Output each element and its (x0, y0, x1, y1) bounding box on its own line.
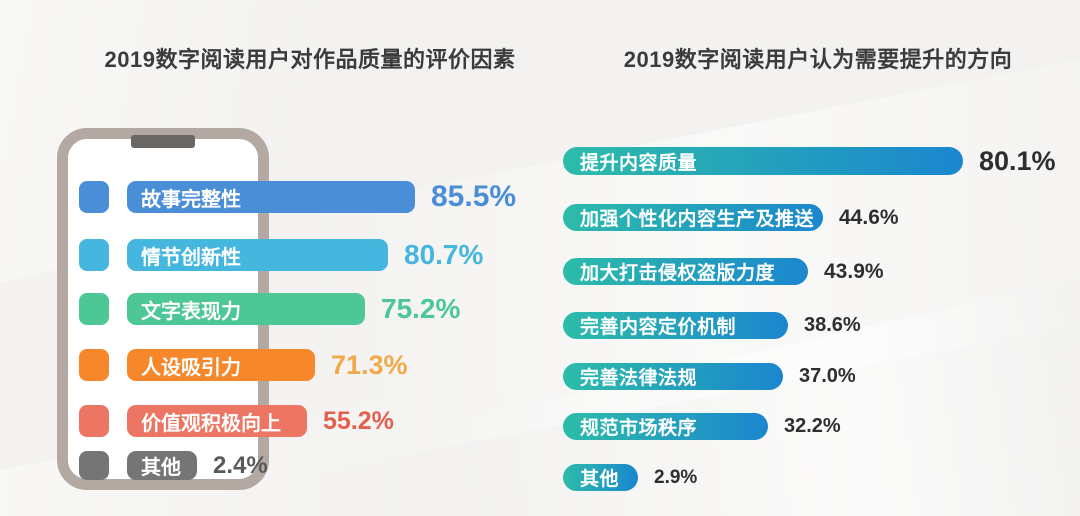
bar-label: 提升内容质量 (580, 152, 698, 174)
bar-row: 规范市场秩序 32.2% (563, 413, 841, 440)
bar-row: 情节创新性 80.7% (79, 239, 483, 271)
bar-row: 人设吸引力 71.3% (79, 349, 408, 381)
category-bar: 完善内容定价机制 (563, 312, 788, 339)
bar-row: 完善法律法规 37.0% (563, 363, 856, 390)
phone-notch-icon (131, 135, 195, 148)
legend-swatch-icon (79, 405, 109, 437)
bar-label: 故事完整性 (141, 188, 241, 211)
bar-row: 价值观积极向上 55.2% (79, 405, 394, 437)
bar-row: 提升内容质量 80.1% (563, 145, 1056, 176)
category-bar: 文字表现力 (127, 293, 365, 325)
category-bar: 人设吸引力 (127, 349, 315, 381)
bar-row: 加大打击侵权盗版力度 43.9% (563, 258, 884, 285)
bar-value: 32.2% (784, 415, 841, 437)
category-bar: 情节创新性 (127, 239, 388, 271)
bar-label: 文字表现力 (141, 300, 241, 323)
bar-label: 完善法律法规 (580, 368, 698, 389)
legend-swatch-icon (79, 451, 109, 480)
category-bar: 其他 (563, 464, 638, 491)
right-chart-title: 2019数字阅读用户认为需要提升的方向 (623, 47, 1013, 72)
category-bar: 价值观积极向上 (127, 405, 307, 437)
left-chart-title: 2019数字阅读用户对作品质量的评价因素 (104, 47, 516, 72)
bar-value: 2.4% (213, 451, 268, 479)
category-bar: 加大打击侵权盗版力度 (563, 258, 808, 285)
bar-label: 完善内容定价机制 (580, 317, 737, 338)
bar-row: 加强个性化内容生产及推送 44.6% (563, 204, 899, 231)
bar-row: 文字表现力 75.2% (79, 293, 460, 325)
bar-label: 情节创新性 (141, 246, 241, 269)
bar-label: 规范市场秩序 (580, 418, 698, 439)
legend-swatch-icon (79, 181, 109, 213)
category-bar: 故事完整性 (127, 181, 415, 213)
bar-row: 其他 2.4% (79, 451, 268, 480)
bar-label: 其他 (141, 457, 181, 479)
category-bar: 加强个性化内容生产及推送 (563, 204, 823, 231)
bar-value: 44.6% (839, 205, 899, 229)
bar-row: 完善内容定价机制 38.6% (563, 312, 861, 339)
legend-swatch-icon (79, 349, 109, 381)
bar-value: 2.9% (654, 466, 698, 488)
bar-value: 43.9% (824, 259, 884, 283)
bar-label: 价值观积极向上 (141, 412, 281, 435)
category-bar: 提升内容质量 (563, 147, 963, 175)
category-bar: 规范市场秩序 (563, 413, 768, 440)
legend-swatch-icon (79, 239, 109, 271)
bar-value: 71.3% (331, 349, 408, 380)
bar-value: 37.0% (799, 365, 856, 387)
bar-value: 75.2% (381, 293, 461, 324)
bar-label: 加强个性化内容生产及推送 (580, 209, 815, 230)
bar-row: 故事完整性 85.5% (79, 180, 517, 213)
bar-label: 人设吸引力 (141, 356, 241, 379)
bar-value: 85.5% (431, 180, 517, 213)
category-bar: 完善法律法规 (563, 363, 783, 390)
bar-value: 80.1% (979, 145, 1056, 176)
bar-value: 80.7% (404, 239, 484, 270)
category-bar: 其他 (127, 451, 197, 480)
bar-value: 55.2% (323, 406, 394, 435)
bar-row: 其他 2.9% (563, 464, 697, 491)
bar-label: 其他 (580, 469, 620, 490)
bar-value: 38.6% (804, 314, 861, 336)
legend-swatch-icon (79, 293, 109, 325)
bar-label: 加大打击侵权盗版力度 (580, 263, 776, 284)
